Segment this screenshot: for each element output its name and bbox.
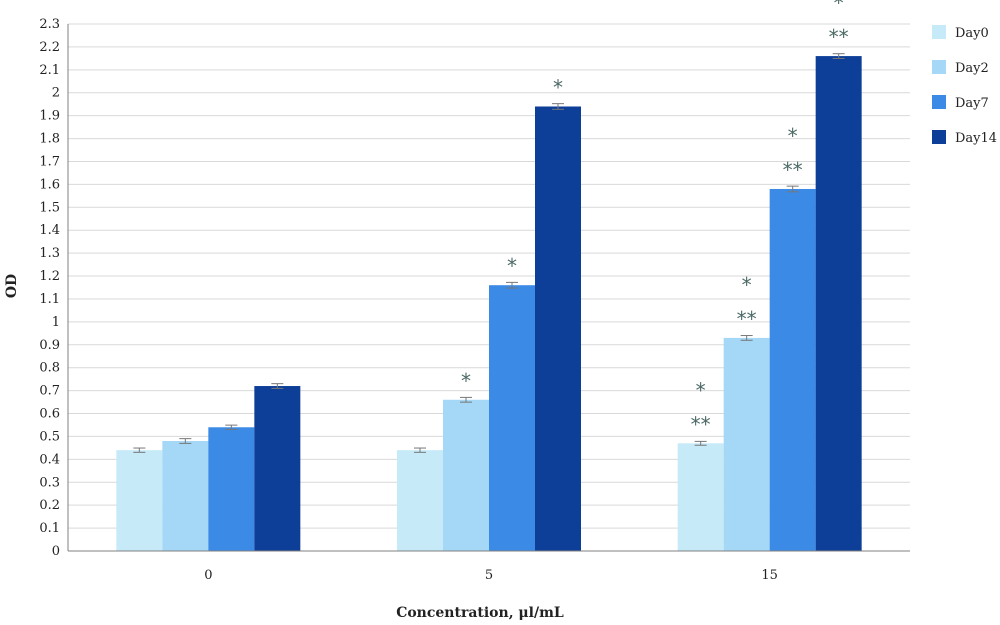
bar <box>162 441 209 551</box>
y-tick-label: 1.1 <box>39 292 60 307</box>
x-axis-title: Concentration, μl/mL <box>396 605 564 621</box>
x-tick-label: 15 <box>761 568 778 583</box>
y-axis-title: OD <box>4 274 20 298</box>
y-tick-label: 1.4 <box>39 223 60 238</box>
bar <box>443 399 489 551</box>
legend-swatch <box>932 95 946 109</box>
y-tick-label: 1.6 <box>39 177 60 192</box>
bar <box>769 188 816 551</box>
legend-swatch <box>932 60 946 74</box>
legend-label: Day2 <box>955 61 989 76</box>
bar <box>489 285 535 551</box>
significance-marker: * <box>553 75 563 99</box>
legend-label: Day0 <box>955 26 989 41</box>
x-tick-label: 0 <box>204 568 212 583</box>
bar <box>677 443 724 551</box>
significance-marker: ** <box>737 307 757 331</box>
legend-swatch <box>932 25 946 39</box>
significance-marker: * <box>742 273 752 297</box>
bar <box>397 450 443 551</box>
bar <box>815 56 862 552</box>
y-tick-label: 0.5 <box>39 429 60 444</box>
legend: Day0 Day2 Day7 Day14 <box>932 25 997 146</box>
y-tick-label: 2 <box>52 86 60 101</box>
bars <box>116 53 862 552</box>
legend-swatch <box>932 130 946 144</box>
y-tick-label: 2.2 <box>39 40 60 55</box>
x-tick-label: 5 <box>485 568 493 583</box>
y-tick-label: 0.4 <box>39 452 60 467</box>
significance-marker: * <box>834 0 844 15</box>
significance-marker: ** <box>783 158 803 182</box>
significance-marker: * <box>507 254 517 278</box>
legend-label: Day7 <box>955 96 989 111</box>
significance-marker: * <box>696 378 706 402</box>
bar <box>208 427 255 551</box>
y-tick-label: 0.3 <box>39 475 60 490</box>
axes: 0 0.1 0.2 0.3 0.4 0.5 0.6 0.7 0.8 0.9 1 1.1 1.2 1.3 1.… <box>39 17 910 583</box>
significance-marker: * <box>461 369 471 393</box>
y-tick-label: 0 <box>52 544 60 559</box>
y-tick-label: 2.3 <box>39 17 60 32</box>
significance-marker: ** <box>829 25 849 49</box>
significance-marker: ** <box>691 412 711 436</box>
bar <box>116 450 163 551</box>
y-tick-label: 1.9 <box>39 109 60 124</box>
y-tick-label: 0.1 <box>39 521 60 536</box>
y-tick-label: 2.1 <box>39 63 60 78</box>
significance-marker: * <box>788 124 798 148</box>
y-tick-label: 1.8 <box>39 132 60 147</box>
y-tick-label: 1.2 <box>39 269 60 284</box>
y-tick-label: 1.5 <box>39 200 60 215</box>
bar <box>254 386 301 551</box>
y-tick-label: 0.2 <box>39 498 60 513</box>
bar <box>723 337 770 551</box>
y-tick-label: 1.3 <box>39 246 60 261</box>
y-tick-label: 0.6 <box>39 407 60 422</box>
significance-markers: *************** <box>461 0 849 436</box>
y-tick-label: 0.8 <box>39 361 60 376</box>
bar <box>535 106 581 552</box>
y-tick-label: 0.9 <box>39 338 60 353</box>
y-tick-label: 0.7 <box>39 384 60 399</box>
y-tick-label: 1 <box>52 315 60 330</box>
legend-label: Day14 <box>955 131 997 146</box>
y-tick-label: 1.7 <box>39 154 60 169</box>
